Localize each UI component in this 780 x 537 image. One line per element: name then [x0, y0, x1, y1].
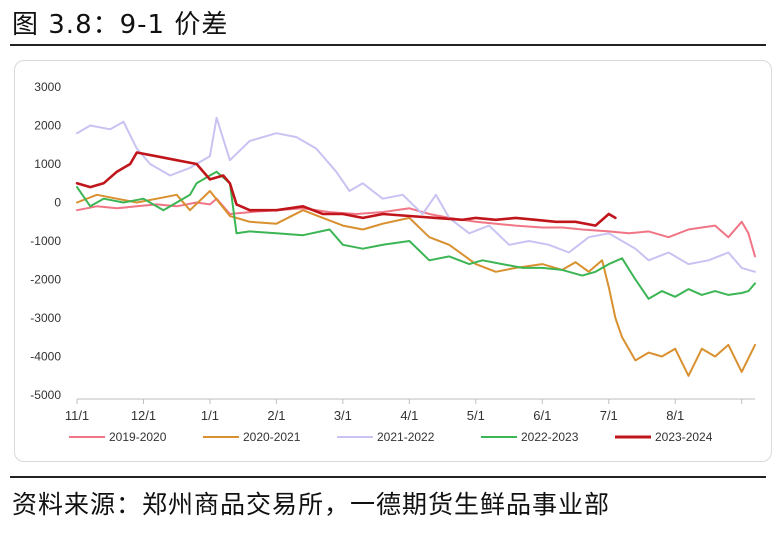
legend-label: 2021-2022 [377, 430, 435, 444]
series-line-2019-2020 [76, 197, 756, 258]
x-tick-label: 5/1 [467, 408, 485, 423]
y-axis: 3000 2000 1000 0 -1000 -2000 -3000 -4000 -5000 [30, 80, 61, 402]
legend-label: 2023-2024 [655, 430, 713, 444]
legend-label: 2022-2023 [521, 430, 579, 444]
x-tick-label: 2/1 [267, 408, 285, 423]
top-rule [10, 44, 766, 46]
x-tick-label: 8/1 [666, 408, 684, 423]
y-tick-label: -5000 [30, 388, 61, 402]
x-tick-label: 3/1 [334, 408, 352, 423]
bottom-rule [10, 476, 766, 478]
x-tick-label: 4/1 [400, 408, 418, 423]
x-tick-label: 12/1 [131, 408, 156, 423]
series-layer [75, 116, 756, 377]
x-tick-label: 6/1 [533, 408, 551, 423]
figure-title: 图 3.8：9-1 价差 [12, 10, 229, 40]
y-tick-label: -2000 [30, 273, 61, 287]
legend-label: 2020-2021 [243, 430, 301, 444]
y-tick-label: 3000 [34, 80, 61, 94]
series-line-2020-2021 [76, 190, 756, 377]
x-axis: 11/1 12/1 1/1 2/1 3/1 4/1 5/1 6/1 7/1 8/1 [65, 398, 755, 423]
x-tick-label: 11/1 [65, 408, 89, 423]
series-line-2022-2023 [76, 170, 756, 300]
x-tick-label: 1/1 [201, 408, 219, 423]
legend-label: 2019-2020 [109, 430, 167, 444]
y-tick-label: -3000 [30, 311, 61, 325]
legend: 2019-2020 2020-2021 2021-2022 2022-2023 2023… [69, 430, 713, 444]
y-tick-label: -1000 [30, 234, 61, 248]
series-line-2023-2024 [75, 151, 617, 227]
chart-frame: 3000 2000 1000 0 -1000 -2000 -3000 -4000 -5000 1… [14, 60, 772, 462]
series-line-2021-2022 [76, 116, 756, 273]
source-note: 资料来源：郑州商品交易所，一德期货生鲜品事业部 [12, 490, 611, 519]
y-tick-label: 0 [54, 196, 61, 210]
x-tick-label: 7/1 [600, 408, 618, 423]
y-tick-label: 1000 [34, 157, 61, 171]
y-tick-label: 2000 [34, 119, 61, 133]
y-tick-label: -4000 [30, 350, 61, 364]
spread-line-chart: 3000 2000 1000 0 -1000 -2000 -3000 -4000 -5000 1… [30, 80, 756, 444]
